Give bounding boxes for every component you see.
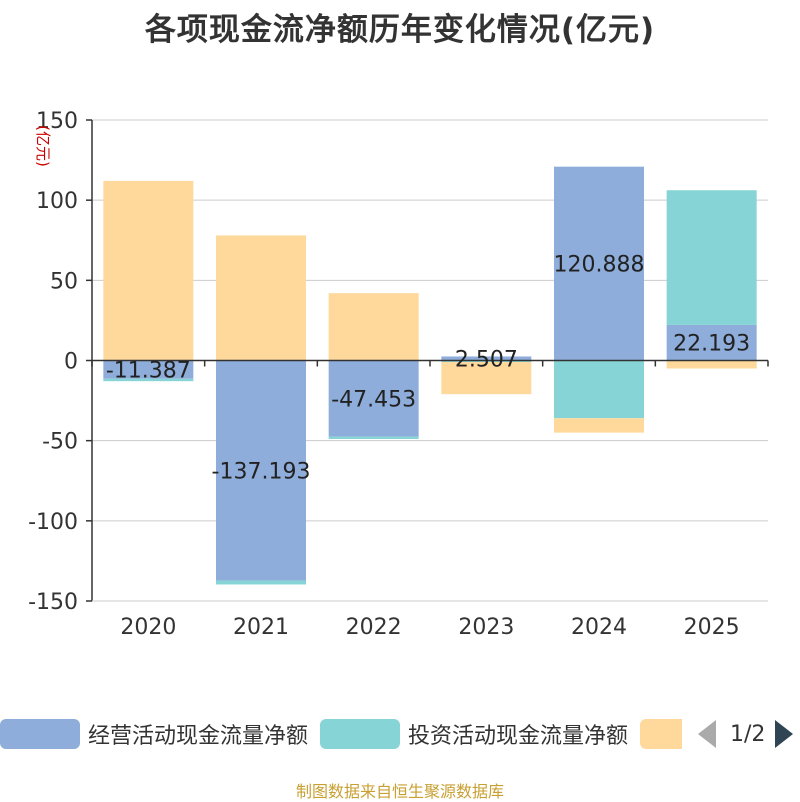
legend-label-operating: 经营活动现金流量净额 <box>88 724 309 749</box>
legend-swatch-financing <box>640 719 682 749</box>
bar-2022-series-1 <box>328 436 419 439</box>
bar-2020-series-1 <box>103 378 194 382</box>
bar-2022-series-2 <box>328 293 419 361</box>
x-tick-label: 2024 <box>571 615 627 640</box>
data-label: 22.193 <box>673 332 750 357</box>
legend-swatch-investing <box>320 719 400 749</box>
data-label: -137.193 <box>212 459 311 484</box>
data-label: 2.507 <box>455 347 518 372</box>
y-tick-label: -150 <box>28 590 78 615</box>
legend-pager: 1/2 <box>698 716 794 752</box>
bar-2025-series-2 <box>666 360 757 369</box>
bar-2024-series-2 <box>554 418 644 433</box>
bar-2021-series-2 <box>216 235 306 361</box>
bar-2025-series-1 <box>666 190 757 325</box>
legend-page-indicator: 1/2 <box>730 721 766 747</box>
y-tick-label: 150 <box>36 109 78 134</box>
cash-flow-chart: 150 100 50 0 -50 -100 -150 (亿元) 2020 2021 2022 2023… <box>28 109 769 640</box>
y-tick-label: 50 <box>50 269 78 294</box>
bar-2021-series-1 <box>216 580 306 585</box>
legend-item-investing[interactable]: 投资活动现金流量净额 <box>320 716 628 752</box>
y-tick-label: -50 <box>42 430 78 455</box>
bar-2021-series-0 <box>216 360 306 581</box>
bar-2020-series-2 <box>103 180 194 361</box>
legend-swatch-operating <box>0 719 80 749</box>
data-label: -47.453 <box>331 388 416 413</box>
legend-item-operating[interactable]: 经营活动现金流量净额 <box>0 716 308 752</box>
y-axis-unit-label: (亿元) <box>34 125 52 167</box>
bar-2022-series-0 <box>328 360 419 437</box>
legend-prev-icon[interactable] <box>698 720 716 748</box>
chart-title: 各项现金流净额历年变化情况(亿元) <box>144 12 656 48</box>
x-tick-label: 2025 <box>684 615 740 640</box>
bar-2020-series-0 <box>103 360 194 379</box>
bar-2023-series-0 <box>441 356 532 361</box>
y-tick-label: -100 <box>28 510 78 535</box>
legend: 经营活动现金流量净额 投资活动现金流量净额 <box>0 716 800 752</box>
data-label: 120.888 <box>554 253 645 278</box>
y-tick-label: 0 <box>64 350 78 375</box>
bar-2023-series-1 <box>441 360 532 363</box>
x-tick-label: 2021 <box>233 615 289 640</box>
data-label: -11.387 <box>106 359 191 384</box>
legend-label-investing: 投资活动现金流量净额 <box>408 724 629 749</box>
bar-2024-series-0 <box>554 166 644 361</box>
legend-item-financing[interactable] <box>640 716 682 752</box>
legend-next-icon[interactable] <box>775 720 794 748</box>
x-tick-label: 2023 <box>458 615 514 640</box>
bar-2023-series-2 <box>441 362 532 395</box>
x-tick-label: 2022 <box>346 615 402 640</box>
y-tick-label: 100 <box>36 189 78 214</box>
source-note: 制图数据来自恒生聚源数据库 <box>295 782 504 801</box>
x-tick-label: 2020 <box>120 615 176 640</box>
bar-2024-series-1 <box>554 360 644 419</box>
bar-2025-series-0 <box>666 324 757 361</box>
